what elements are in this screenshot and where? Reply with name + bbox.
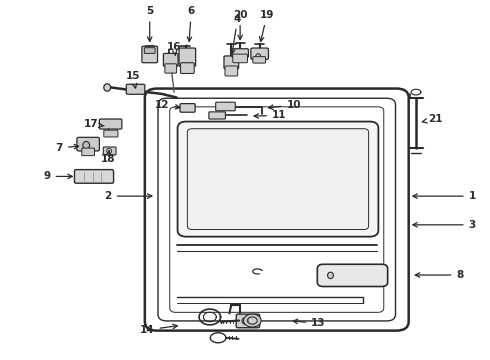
FancyBboxPatch shape xyxy=(180,63,194,73)
FancyBboxPatch shape xyxy=(224,56,239,69)
Ellipse shape xyxy=(83,141,90,149)
Ellipse shape xyxy=(104,84,111,91)
Text: 18: 18 xyxy=(101,151,116,164)
FancyBboxPatch shape xyxy=(180,104,195,112)
Text: 8: 8 xyxy=(416,270,464,280)
FancyBboxPatch shape xyxy=(145,89,409,330)
FancyBboxPatch shape xyxy=(253,57,266,63)
FancyBboxPatch shape xyxy=(187,129,368,229)
FancyBboxPatch shape xyxy=(74,170,114,183)
Text: 7: 7 xyxy=(56,143,78,153)
FancyBboxPatch shape xyxy=(236,314,260,328)
FancyBboxPatch shape xyxy=(99,119,122,129)
Text: 20: 20 xyxy=(233,10,247,40)
Text: 9: 9 xyxy=(44,171,72,181)
FancyBboxPatch shape xyxy=(82,148,95,156)
Text: 1: 1 xyxy=(413,191,476,201)
Ellipse shape xyxy=(107,148,112,154)
FancyBboxPatch shape xyxy=(179,48,196,66)
Text: 5: 5 xyxy=(146,6,153,41)
Text: 10: 10 xyxy=(269,100,301,110)
Ellipse shape xyxy=(328,272,333,279)
FancyBboxPatch shape xyxy=(232,49,248,57)
FancyBboxPatch shape xyxy=(177,122,378,237)
FancyBboxPatch shape xyxy=(216,102,235,111)
FancyBboxPatch shape xyxy=(104,130,118,137)
FancyBboxPatch shape xyxy=(142,46,158,63)
Ellipse shape xyxy=(256,54,261,59)
Text: 17: 17 xyxy=(84,120,104,129)
FancyBboxPatch shape xyxy=(233,54,247,63)
FancyBboxPatch shape xyxy=(158,98,395,321)
Text: 3: 3 xyxy=(413,220,476,230)
Text: 12: 12 xyxy=(155,100,180,110)
Text: 6: 6 xyxy=(187,6,195,41)
Text: 21: 21 xyxy=(422,114,443,124)
Text: 16: 16 xyxy=(167,42,181,55)
Text: 2: 2 xyxy=(104,191,152,201)
FancyBboxPatch shape xyxy=(77,137,99,151)
Text: 14: 14 xyxy=(140,324,177,335)
Ellipse shape xyxy=(213,113,218,119)
Ellipse shape xyxy=(242,318,248,324)
FancyBboxPatch shape xyxy=(225,66,238,76)
FancyBboxPatch shape xyxy=(209,112,225,119)
Text: 19: 19 xyxy=(260,10,274,41)
FancyBboxPatch shape xyxy=(165,64,176,73)
FancyBboxPatch shape xyxy=(126,84,145,94)
Text: 15: 15 xyxy=(125,71,140,88)
FancyBboxPatch shape xyxy=(163,53,178,66)
Ellipse shape xyxy=(184,105,190,112)
FancyBboxPatch shape xyxy=(103,147,116,155)
Text: 4: 4 xyxy=(230,14,242,54)
FancyBboxPatch shape xyxy=(318,264,388,287)
Text: 13: 13 xyxy=(293,319,325,328)
FancyBboxPatch shape xyxy=(251,48,269,59)
FancyBboxPatch shape xyxy=(145,48,155,53)
FancyBboxPatch shape xyxy=(170,107,384,312)
Text: 11: 11 xyxy=(254,111,287,121)
